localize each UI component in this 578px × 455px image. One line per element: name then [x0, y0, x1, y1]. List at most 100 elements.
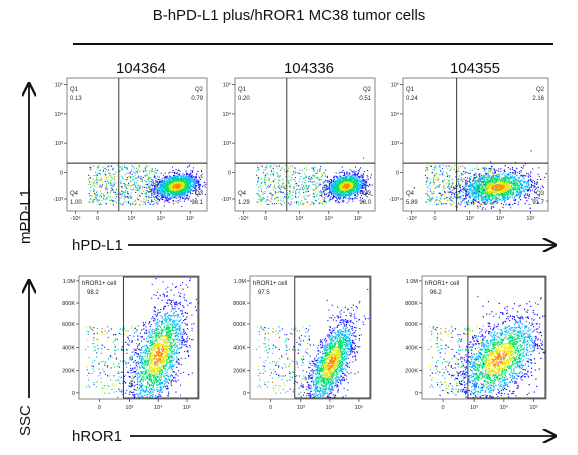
- x-tick-label: 0: [442, 405, 445, 411]
- y-tick-label: 0: [72, 391, 75, 397]
- hror1-gate: [294, 276, 371, 399]
- y-tick-label: 0: [228, 170, 231, 176]
- q4-name: Q4: [70, 191, 79, 197]
- y-tick-label: 1.0M: [63, 279, 76, 285]
- hpdl1-axis-label: hPD-L1: [72, 237, 123, 254]
- x-tick-label: 10³: [297, 405, 305, 411]
- y-tick-label: -10³: [221, 197, 231, 203]
- hror1-gate: [467, 276, 546, 399]
- y-tick-label: 0: [415, 391, 418, 397]
- gate-name: hROR1+ cell: [253, 281, 287, 287]
- q2-name: Q2: [536, 87, 545, 93]
- y-tick-label: 400K: [233, 345, 246, 351]
- y-tick-label: 1.0M: [406, 279, 419, 285]
- q2-value: 0.79: [191, 96, 203, 102]
- y-tick-label: 800K: [233, 301, 246, 307]
- y-tick-label: 0: [396, 170, 399, 176]
- y-tick-label: 10⁵: [391, 82, 399, 89]
- q3-name: Q3: [195, 191, 204, 197]
- event-dots: [256, 157, 373, 206]
- x-tick-label: 0: [269, 405, 272, 411]
- mpdl1-hpdl1-plot-1: Q1 0.13 Q2 0.79 Q3 98.1 Q4 1.00 10⁵ 10⁴ 10³ 0 -10³ -1…: [53, 77, 208, 222]
- x-tick-label: 10⁴: [500, 404, 509, 411]
- q1-name: Q1: [238, 87, 247, 93]
- mpdl1-hpdl1-plot-3: Q1 0.24 Q2 2.16 Q3 91.7 Q4 5.89 10⁵ 10⁴ 10³ 0 -10³ -1…: [389, 77, 549, 222]
- x-tick-label: -10³: [239, 216, 249, 222]
- q2-name: Q2: [195, 87, 204, 93]
- mpdl1-hpdl1-plot-2: Q1 0.20 Q2 0.51 Q3 98.0 Q4 1.29 10⁵ 10⁴ 10³ 0 -10³ -1…: [221, 77, 376, 222]
- y-tick-label: 10⁵: [55, 82, 63, 89]
- x-tick-label: 10⁵: [183, 404, 191, 411]
- y-tick-label: 10⁴: [391, 111, 400, 118]
- y-tick-label: 400K: [62, 345, 75, 351]
- ssc-hror1-plot-3: hROR1+ cell 96.2 1.0M 800K 600K 400K 200K 0 0 10³…: [405, 275, 547, 411]
- q2-name: Q2: [363, 87, 372, 93]
- q3-value: 98.0: [359, 200, 371, 206]
- x-tick-label: 10⁵: [529, 404, 537, 411]
- q1-name: Q1: [406, 87, 415, 93]
- y-tick-label: 400K: [405, 345, 418, 351]
- q1-value: 0.20: [238, 96, 250, 102]
- x-tick-label: 0: [264, 216, 267, 222]
- x-tick-label: 10³: [295, 216, 303, 222]
- x-tick-label: 10³: [125, 405, 133, 411]
- y-tick-label: -10³: [53, 197, 63, 203]
- y-tick-label: 0: [243, 391, 246, 397]
- q3-name: Q3: [363, 191, 372, 197]
- q1-value: 0.13: [70, 96, 82, 102]
- y-tick-label: 10⁴: [55, 111, 64, 118]
- x-tick-label: 10³: [127, 216, 135, 222]
- figure-title: B-hPD-L1 plus/hROR1 MC38 tumor cells: [152, 7, 426, 24]
- sample-label-3: 104355: [449, 60, 501, 77]
- y-tick-label: 200K: [405, 369, 418, 375]
- gate-percent: 98.2: [87, 290, 99, 296]
- x-tick-label: 10⁵: [355, 404, 363, 411]
- y-tick-label: 800K: [405, 301, 418, 307]
- x-tick-label: 10⁴: [157, 215, 166, 222]
- y-tick-label: 10³: [223, 141, 231, 147]
- x-tick-label: 10⁴: [496, 215, 505, 222]
- ssc-hror1-plot-1: hROR1+ cell 98.2 1.0M 800K 600K 400K 200K 0 0 10³…: [62, 275, 200, 411]
- q2-value: 0.51: [359, 96, 371, 102]
- y-tick-label: 10⁵: [223, 82, 231, 89]
- x-tick-label: 0: [96, 216, 99, 222]
- x-tick-label: 10⁵: [354, 215, 362, 222]
- event-dots: [88, 164, 207, 207]
- sample-label-2: 104336: [283, 60, 335, 77]
- q4-value: 1.29: [238, 200, 250, 206]
- ssc-hror1-plot-2: hROR1+ cell 97.5 1.0M 800K 600K 400K 200K 0 0 10³…: [233, 275, 372, 411]
- x-tick-label: 10⁵: [186, 215, 194, 222]
- title-underline: [73, 43, 553, 45]
- gate-name: hROR1+ cell: [82, 281, 116, 287]
- event-dots: [428, 296, 545, 399]
- q3-value: 91.7: [532, 200, 544, 206]
- x-tick-label: 10⁴: [154, 404, 163, 411]
- x-tick-label: 10³: [470, 405, 478, 411]
- q4-value: 5.89: [406, 200, 418, 206]
- y-tick-label: 1.0M: [234, 279, 247, 285]
- y-tick-label: 600K: [62, 322, 75, 328]
- y-tick-label: -10³: [389, 197, 399, 203]
- x-tick-label: 0: [433, 216, 436, 222]
- y-tick-label: 200K: [233, 369, 246, 375]
- y-tick-label: 0: [60, 170, 63, 176]
- event-dots: [413, 150, 548, 211]
- q3-name: Q3: [536, 191, 545, 197]
- x-tick-label: -10³: [71, 216, 81, 222]
- q2-value: 2.16: [532, 96, 544, 102]
- y-tick-label: 600K: [405, 322, 418, 328]
- hror1-axis-label: hROR1: [72, 428, 123, 445]
- x-tick-label: 10⁴: [325, 215, 334, 222]
- q4-name: Q4: [238, 191, 247, 197]
- y-tick-label: 10⁴: [223, 111, 232, 118]
- q1-name: Q1: [70, 87, 79, 93]
- y-tick-label: 10³: [391, 141, 399, 147]
- y-tick-label: 600K: [233, 322, 246, 328]
- gate-percent: 96.2: [430, 290, 442, 296]
- q1-value: 0.24: [406, 96, 418, 102]
- x-tick-label: 10³: [466, 216, 474, 222]
- q3-value: 98.1: [191, 200, 203, 206]
- sample-label-1: 104364: [115, 60, 167, 77]
- y-tick-label: 200K: [62, 369, 75, 375]
